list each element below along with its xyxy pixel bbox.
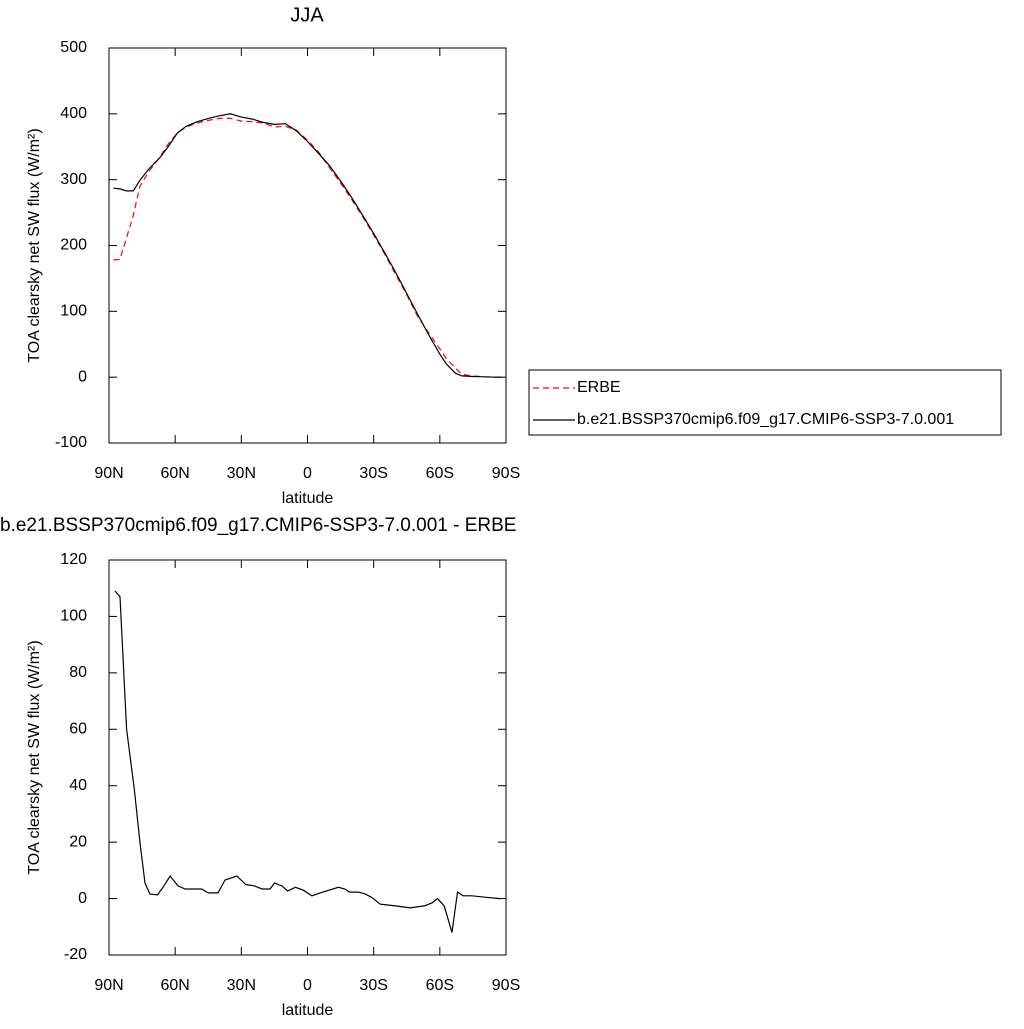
data-line (114, 590, 501, 933)
x-axis-label: latitude (282, 490, 334, 507)
x-tick-label: 30S (359, 465, 387, 482)
x-tick-label: 90N (94, 465, 123, 482)
x-tick-label: 30N (227, 977, 256, 994)
x-tick-label: 30N (227, 465, 256, 482)
y-tick-label: 400 (60, 105, 87, 122)
plot-frame (108, 559, 507, 956)
y-tick-label: -100 (55, 434, 87, 451)
y-tick-label: 60 (69, 721, 87, 738)
x-tick-label: 60S (426, 465, 454, 482)
x-axis-label: latitude (282, 1002, 334, 1019)
x-tick-label: 90N (94, 977, 123, 994)
x-tick-label: 0 (303, 465, 312, 482)
legend-box (528, 369, 1002, 436)
y-tick-label: 20 (69, 833, 87, 850)
y-tick-label: 500 (60, 39, 87, 56)
x-tick-label: 90S (492, 465, 520, 482)
chart-title: JJA (290, 4, 324, 26)
x-tick-label: 60N (160, 977, 189, 994)
y-tick-label: 80 (69, 664, 87, 681)
x-tick-label: 0 (303, 977, 312, 994)
plot-frame (108, 47, 507, 444)
data-line (113, 117, 502, 378)
y-tick-label: -20 (64, 946, 87, 963)
y-tick-label: 200 (60, 237, 87, 254)
y-tick-label: 0 (78, 890, 87, 907)
x-tick-label: 60N (160, 465, 189, 482)
data-line (113, 113, 502, 378)
y-axis-label: TOA clearsky net SW flux (W/m²) (26, 640, 43, 874)
y-tick-label: 0 (78, 368, 87, 385)
y-tick-label: 100 (60, 303, 87, 320)
y-tick-label: 300 (60, 171, 87, 188)
x-tick-label: 60S (426, 977, 454, 994)
legend-label: ERBE (577, 379, 621, 396)
x-tick-label: 90S (492, 977, 520, 994)
y-tick-label: 120 (60, 551, 87, 568)
y-axis-label: TOA clearsky net SW flux (W/m²) (26, 128, 43, 362)
chart-title: b.e21.BSSP370cmip6.f09_g17.CMIP6-SSP3-7.… (0, 515, 516, 536)
y-tick-label: 100 (60, 608, 87, 625)
x-tick-label: 30S (359, 977, 387, 994)
y-tick-label: 40 (69, 777, 87, 794)
legend-label: b.e21.BSSP370cmip6.f09_g17.CMIP6-SSP3-7.… (577, 411, 954, 428)
